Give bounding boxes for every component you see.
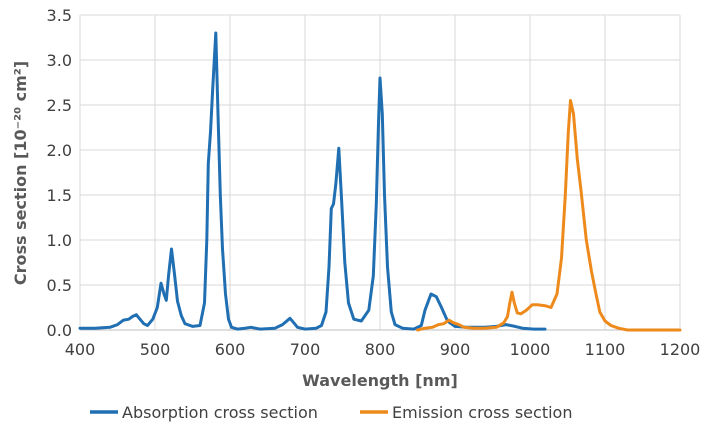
x-tick-label: 1200: [660, 340, 701, 359]
x-tick-label: 900: [440, 340, 471, 359]
gridlines: [80, 14, 681, 330]
series-lines: [78, 31, 682, 332]
y-tick-label: 0.0: [47, 321, 72, 340]
series-line-absorption: [78, 31, 547, 331]
x-tick-label: 800: [365, 340, 396, 359]
x-tick-label: 1000: [510, 340, 551, 359]
x-tick-label: 400: [65, 340, 96, 359]
y-tick-label: 2.5: [47, 96, 72, 115]
x-tick-label: 500: [140, 340, 171, 359]
x-tick-labels: 400 500 600 700 800 900 1000 1100 1200: [65, 340, 701, 359]
x-tick-label: 600: [215, 340, 246, 359]
y-tick-label: 1.5: [47, 186, 72, 205]
legend: Absorption cross section Emission cross s…: [90, 403, 572, 422]
legend-label: Absorption cross section: [122, 403, 318, 422]
axes: [79, 15, 680, 331]
y-tick-labels: 0.0 0.5 1.0 1.5 2.0 2.5 3.0 3.5: [47, 6, 72, 340]
series-line-emission: [416, 99, 682, 332]
y-tick-label: 1.0: [47, 231, 72, 250]
y-tick-label: 2.0: [47, 141, 72, 160]
legend-label: Emission cross section: [392, 403, 572, 422]
x-tick-label: 1100: [585, 340, 626, 359]
y-tick-label: 3.5: [47, 6, 72, 25]
y-tick-label: 3.0: [47, 51, 72, 70]
y-tick-label: 0.5: [47, 276, 72, 295]
x-tick-label: 700: [290, 340, 321, 359]
y-axis-title: Cross section [10⁻²⁰ cm²]: [11, 61, 30, 285]
x-axis-title: Wavelength [nm]: [302, 371, 458, 390]
